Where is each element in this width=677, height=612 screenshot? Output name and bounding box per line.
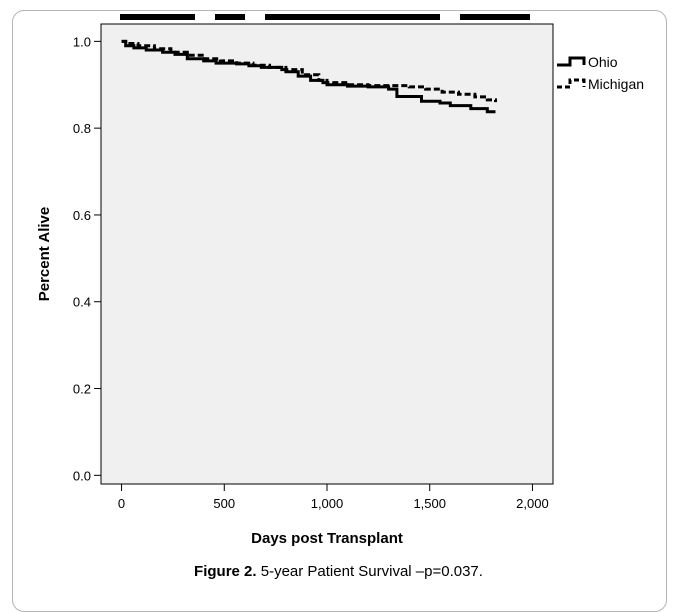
figure-caption: Figure 2. 5-year Patient Survival –p=0.0… xyxy=(0,563,677,580)
legend-label-michigan: Michigan xyxy=(588,76,644,92)
series-line-ohio xyxy=(121,39,496,114)
legend-swatch-michigan xyxy=(557,78,586,89)
y-tick-label: 1.0 xyxy=(73,34,91,49)
y-tick-label: 0.0 xyxy=(73,468,91,483)
legend: Ohio Michigan xyxy=(557,54,644,92)
y-tick-label: 0.4 xyxy=(73,295,91,310)
plot-area xyxy=(100,23,554,485)
y-axis: 0.0 0.2 0.4 0.6 0.8 1.0 xyxy=(73,34,101,483)
y-axis-label: Percent Alive xyxy=(36,207,53,302)
legend-swatch-ohio xyxy=(557,56,586,67)
x-tick-label: 1,000 xyxy=(311,496,344,511)
y-tick-label: 0.8 xyxy=(73,121,91,136)
survival-chart: 0.0 0.2 0.4 0.6 0.8 1.0 0 500 1,000 1,500 2,000 O… xyxy=(36,14,644,547)
cropped-title-fragments xyxy=(120,14,530,20)
legend-label-ohio: Ohio xyxy=(588,54,618,70)
y-tick-label: 0.6 xyxy=(73,208,91,223)
series-layer xyxy=(121,39,497,114)
x-tick-label: 2,000 xyxy=(516,496,549,511)
x-tick-label: 500 xyxy=(213,496,235,511)
caption-text: 5-year Patient Survival –p=0.037. xyxy=(256,563,483,580)
x-axis-label: Days post Transplant xyxy=(251,530,403,547)
x-tick-label: 0 xyxy=(118,496,125,511)
x-tick-label: 1,500 xyxy=(413,496,446,511)
x-axis: 0 500 1,000 1,500 2,000 xyxy=(118,484,549,511)
y-tick-label: 0.2 xyxy=(73,382,91,397)
caption-label: Figure 2. xyxy=(194,563,257,580)
